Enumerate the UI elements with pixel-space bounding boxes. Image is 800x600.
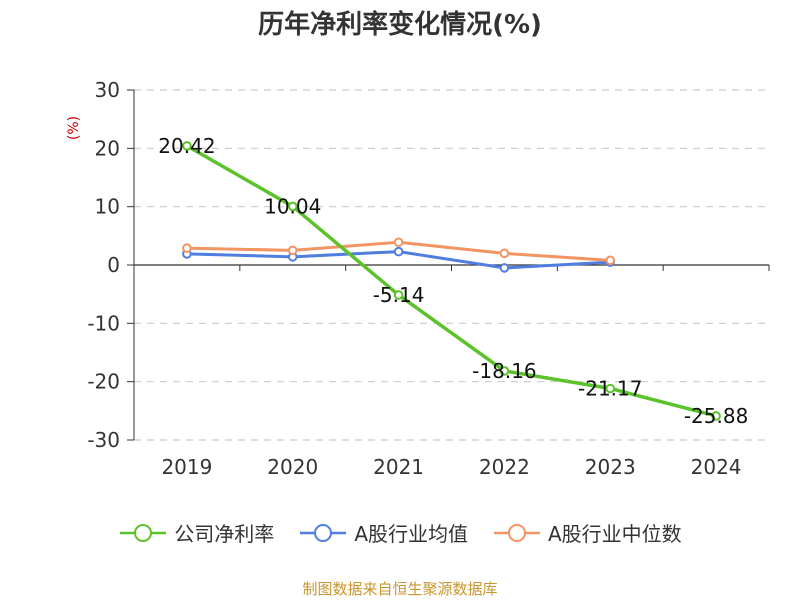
source-note: 制图数据来自恒生聚源数据库 [302,580,498,598]
legend-item-1[interactable]: A股行业均值 [298,518,468,547]
data-point [711,411,721,421]
y-tick-label: -20 [87,370,120,394]
data-label: -25.88 [684,404,748,428]
data-point [499,248,510,259]
data-point [182,141,192,151]
data-label: 10.04 [264,194,321,218]
y-tick-label: -30 [87,428,120,452]
data-label: -5.14 [373,283,425,307]
data-label: -18.16 [472,359,536,383]
legend-label: A股行业均值 [354,522,468,546]
data-point [499,263,510,273]
legend-item-0[interactable]: 公司净利率 [118,518,274,547]
data-point [182,243,192,253]
legend-item-2[interactable]: A股行业中位数 [492,518,682,547]
legend-swatch [494,523,540,542]
y-tick-label: 0 [107,253,120,277]
y-tick-label: 30 [95,78,120,102]
data-point [393,246,404,257]
data-point [287,245,298,256]
x-tick-label: 2021 [373,455,424,479]
x-tick-label: 2024 [691,455,742,479]
data-point [499,366,510,376]
legend-swatch [120,523,167,542]
chart-title: 历年净利率变化情况(%) [258,10,542,40]
data-point [287,201,298,212]
legend-label: A股行业中位数 [548,522,682,546]
legend-label: 公司净利率 [174,522,275,546]
data-label: 20.42 [158,134,215,158]
data-point [393,237,404,248]
data-point [605,255,616,266]
data-point [605,383,616,394]
data-labels: 20.42 10.04 -5.14 -18.16 -21.17 -25.88 [158,134,748,428]
data-point [393,290,404,300]
series-lines [182,141,721,421]
x-tick-label: 2022 [479,455,530,479]
x-tick-label: 2019 [161,455,212,479]
y-axis-title: (%) [66,116,82,140]
y-tick-label: -10 [87,311,120,335]
x-tick-label: 2020 [267,455,318,479]
legend-swatch [300,523,347,542]
grid-lines [134,89,769,441]
series-line-0 [186,144,717,418]
y-tick-label: 20 [95,136,120,160]
x-tick-label: 2023 [585,455,636,479]
legend: 公司净利率 A股行业均值 A股行业中位数 [0,518,800,547]
data-label: -21.17 [578,376,642,400]
y-tick-label: 10 [95,195,120,219]
axes: 30 20 10 0 -10 -20 -30 2019 2020 2021 2022 2023 2024 [87,78,770,479]
